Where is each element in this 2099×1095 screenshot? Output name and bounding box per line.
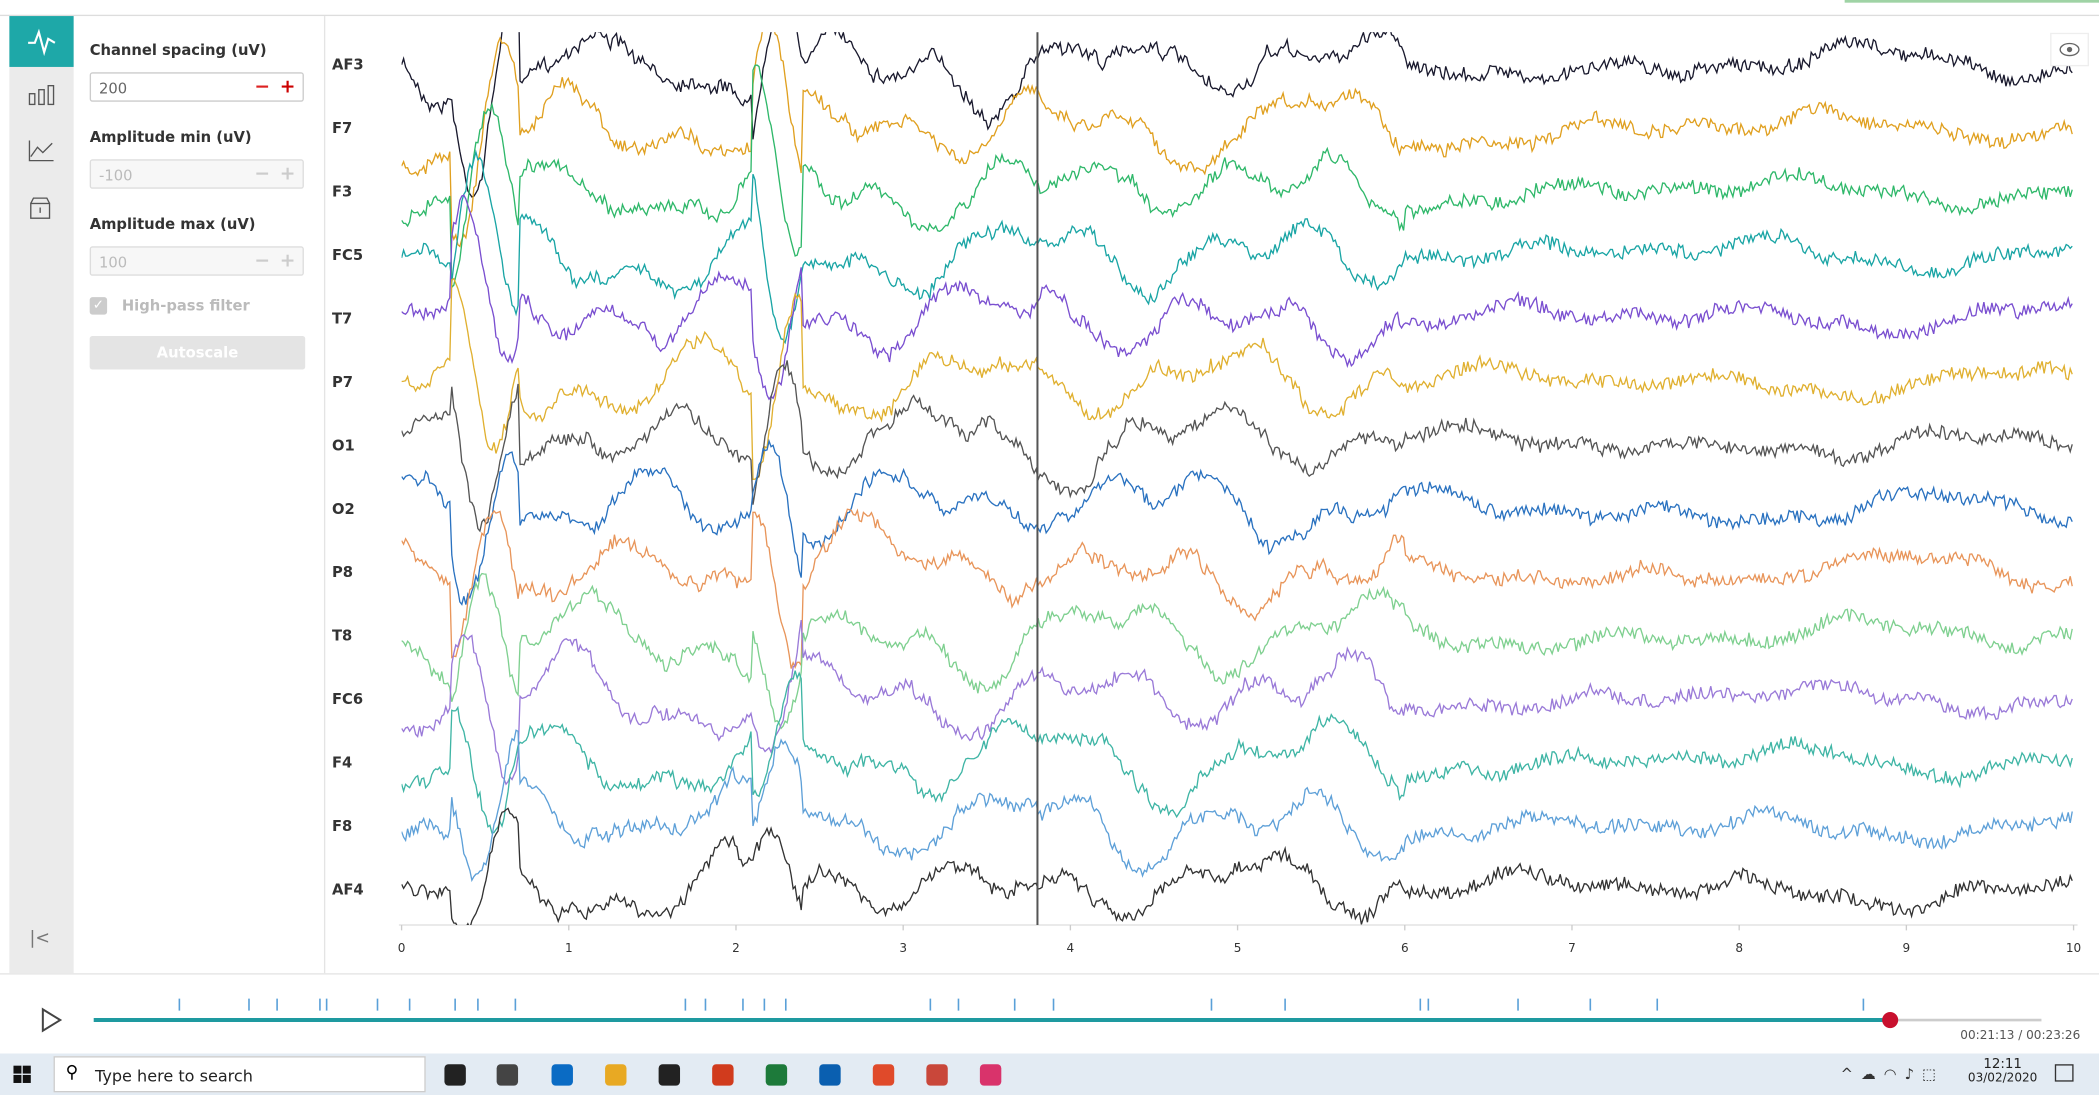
channel-label: FC5 bbox=[332, 247, 363, 264]
x-tick-label: 0 bbox=[398, 941, 406, 955]
eeg-trace bbox=[402, 441, 2073, 604]
channel-label: T7 bbox=[332, 310, 352, 327]
app: |< Channel spacing (uV) 200 −+ Amplitude… bbox=[0, 0, 2099, 1095]
channel-label: AF3 bbox=[332, 57, 364, 74]
channel-label: F4 bbox=[332, 755, 352, 772]
eeg-chart: 0 1 2 3 4 5 6 7 8 9 10 AF3 F7 F3 FC5 T7 P7 O1 O2 P8 T8 FC6 F4 F… bbox=[0, 0, 2099, 973]
x-tick-label: 6 bbox=[1401, 941, 1409, 955]
taskbar-app[interactable] bbox=[605, 1064, 626, 1085]
eeg-trace bbox=[402, 23, 2073, 246]
x-tick-label: 3 bbox=[899, 941, 907, 955]
channel-label: FC6 bbox=[332, 691, 363, 708]
channel-label: P7 bbox=[332, 374, 353, 391]
channel-label: F3 bbox=[332, 184, 352, 201]
x-tick-label: 2 bbox=[732, 941, 740, 955]
channel-label: P8 bbox=[332, 564, 353, 581]
eeg-trace bbox=[402, 808, 2073, 935]
taskbar-app[interactable] bbox=[497, 1064, 518, 1085]
playhead[interactable] bbox=[1882, 1012, 1898, 1028]
x-tick-label: 7 bbox=[1568, 941, 1576, 955]
traces bbox=[402, 0, 2073, 935]
x-tick-label: 1 bbox=[565, 941, 573, 955]
channel-label: F8 bbox=[332, 818, 352, 835]
eeg-trace bbox=[402, 620, 2073, 784]
clock-date: 03/02/2020 bbox=[1968, 1072, 2038, 1085]
clock-time: 12:11 bbox=[1968, 1058, 2038, 1073]
notifications[interactable] bbox=[2055, 1064, 2074, 1081]
taskbar-app[interactable] bbox=[980, 1064, 1001, 1085]
eye-pupil bbox=[2067, 47, 2072, 52]
taskbar-app[interactable] bbox=[659, 1064, 680, 1085]
playback-bar: 00:21:13 / 00:23:26 bbox=[0, 973, 2099, 1055]
tray-icons: ^☁◠♪⬚ bbox=[1841, 1066, 1944, 1083]
channel-label: F7 bbox=[332, 120, 352, 137]
start-button[interactable] bbox=[13, 1066, 32, 1085]
x-tick-label: 4 bbox=[1067, 941, 1075, 955]
taskbar-app[interactable] bbox=[444, 1064, 465, 1085]
channel-label: T8 bbox=[332, 628, 352, 645]
taskbar-app[interactable] bbox=[819, 1064, 840, 1085]
eeg-trace bbox=[402, 574, 2073, 729]
taskbar-app[interactable] bbox=[873, 1064, 894, 1085]
x-tick-label: 10 bbox=[2066, 941, 2081, 955]
x-tick-label: 5 bbox=[1234, 941, 1242, 955]
x-tick-label: 8 bbox=[1735, 941, 1743, 955]
eeg-trace bbox=[402, 195, 2073, 399]
taskbar-app[interactable] bbox=[552, 1064, 573, 1085]
taskbar-app[interactable] bbox=[712, 1064, 733, 1085]
search-placeholder: Type here to search bbox=[95, 1067, 253, 1086]
eeg-trace bbox=[402, 509, 2073, 668]
timeline[interactable] bbox=[0, 975, 2099, 1055]
search-icon: ⚲ bbox=[66, 1063, 79, 1083]
taskbar-app[interactable] bbox=[926, 1064, 947, 1085]
search-box[interactable]: ⚲ Type here to search bbox=[54, 1056, 426, 1092]
channel-label: O1 bbox=[332, 437, 355, 454]
taskbar-app[interactable] bbox=[766, 1064, 787, 1085]
x-tick-label: 9 bbox=[1903, 941, 1911, 955]
channel-label: O2 bbox=[332, 501, 355, 518]
eeg-trace bbox=[402, 65, 2073, 287]
channel-label: AF4 bbox=[332, 881, 364, 898]
page: {"settings":{"channel_spacing":{"label":… bbox=[0, 0, 2099, 1095]
time-display: 00:21:13 / 00:23:26 bbox=[1960, 1029, 2080, 1042]
